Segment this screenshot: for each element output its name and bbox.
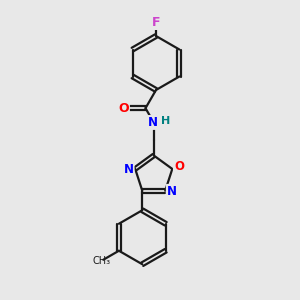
Text: N: N bbox=[148, 116, 158, 129]
Text: N: N bbox=[167, 185, 177, 198]
Text: F: F bbox=[152, 16, 160, 29]
Text: O: O bbox=[118, 102, 129, 115]
Text: O: O bbox=[174, 160, 184, 173]
Text: CH₃: CH₃ bbox=[93, 256, 111, 266]
Text: H: H bbox=[160, 116, 170, 126]
Text: N: N bbox=[124, 163, 134, 176]
